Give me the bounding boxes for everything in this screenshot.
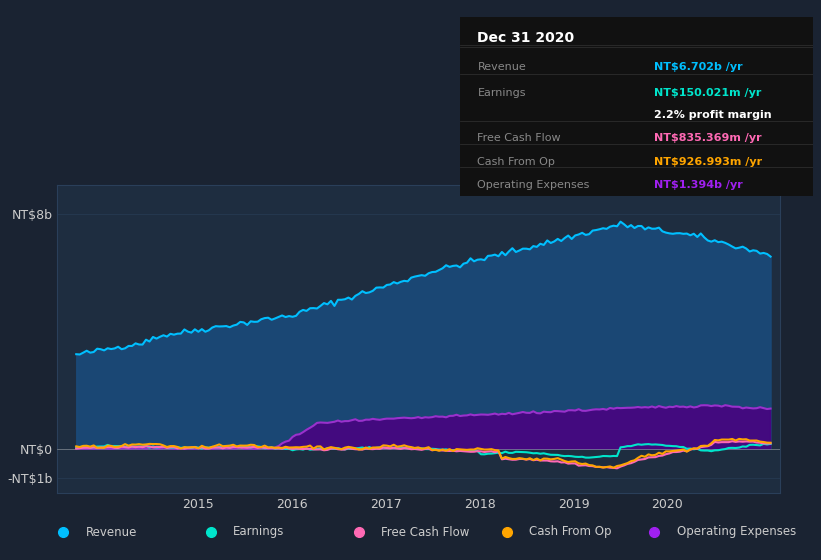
Text: Revenue: Revenue [478, 62, 526, 72]
Text: Revenue: Revenue [85, 525, 137, 539]
Text: Free Cash Flow: Free Cash Flow [381, 525, 470, 539]
Text: NT$835.369m /yr: NT$835.369m /yr [654, 133, 762, 143]
Text: Cash From Op: Cash From Op [478, 157, 555, 166]
Text: Cash From Op: Cash From Op [529, 525, 611, 539]
Text: NT$926.993m /yr: NT$926.993m /yr [654, 157, 762, 166]
Text: Operating Expenses: Operating Expenses [478, 180, 589, 190]
Text: Free Cash Flow: Free Cash Flow [478, 133, 561, 143]
Text: Operating Expenses: Operating Expenses [677, 525, 796, 539]
Text: NT$1.394b /yr: NT$1.394b /yr [654, 180, 743, 190]
Text: 2.2% profit margin: 2.2% profit margin [654, 110, 772, 120]
Text: Earnings: Earnings [478, 88, 526, 99]
Text: NT$6.702b /yr: NT$6.702b /yr [654, 62, 742, 72]
Text: Dec 31 2020: Dec 31 2020 [478, 31, 575, 45]
Text: Earnings: Earnings [233, 525, 285, 539]
Text: NT$150.021m /yr: NT$150.021m /yr [654, 88, 761, 99]
